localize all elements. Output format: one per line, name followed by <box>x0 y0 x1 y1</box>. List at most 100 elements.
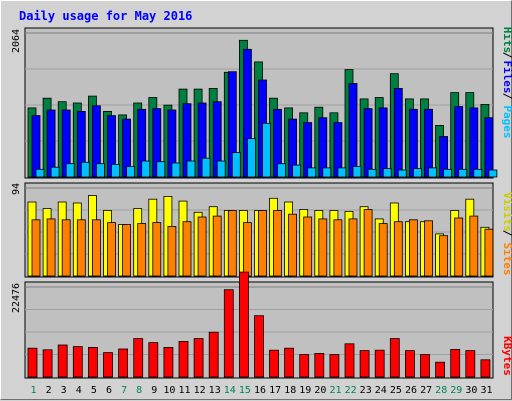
ymax-label-visits: 94 <box>11 183 22 195</box>
x-tick-label: 25 <box>390 385 402 396</box>
bar-sites-day-7 <box>122 224 131 277</box>
legend-sites: Sites <box>501 242 512 275</box>
bar-pages-day-23 <box>367 168 377 178</box>
bar-kbytes-day-24 <box>374 349 385 378</box>
bar-sites-day-8 <box>137 223 147 277</box>
bar-kbytes-day-14 <box>223 289 234 378</box>
bar-pages-day-6 <box>111 163 120 178</box>
bar-kbytes-day-26 <box>404 350 415 378</box>
bar-pages-day-27 <box>428 167 437 178</box>
legend-pages: Pages <box>501 105 512 138</box>
x-tick-label: 29 <box>450 385 462 396</box>
bar-kbytes-day-5 <box>88 346 98 378</box>
bar-pages-day-28 <box>443 168 453 178</box>
legend-kbytes: KBytes <box>501 336 512 376</box>
bar-kbytes-day-20 <box>314 352 325 378</box>
x-tick-label: 8 <box>136 385 142 396</box>
legend-files: Files <box>501 60 512 93</box>
bar-files-day-26 <box>408 108 418 178</box>
x-tick-label: 27 <box>420 385 432 396</box>
bar-sites-day-27 <box>424 220 433 277</box>
bar-sites-day-9 <box>152 222 162 277</box>
bar-pages-day-20 <box>322 167 332 178</box>
bar-kbytes-day-19 <box>299 354 310 378</box>
bar-files-day-25 <box>393 88 403 178</box>
bar-kbytes-day-28 <box>435 361 446 378</box>
bar-sites-day-24 <box>378 223 388 277</box>
bar-sites-day-22 <box>348 218 358 277</box>
x-tick-label: 3 <box>61 385 67 396</box>
bar-kbytes-day-30 <box>465 350 476 378</box>
x-tick-label: 16 <box>254 385 266 396</box>
bar-files-day-30 <box>469 107 479 178</box>
bar-files-day-29 <box>454 106 464 178</box>
x-tick-label: 21 <box>329 385 341 396</box>
x-tick-label: 24 <box>375 385 387 396</box>
legend-slash-3: / <box>501 230 512 237</box>
bar-sites-day-20 <box>318 218 328 277</box>
x-tick-label: 23 <box>360 385 372 396</box>
bar-sites-day-1 <box>31 219 41 277</box>
bar-pages-day-24 <box>382 168 392 178</box>
bar-files-day-23 <box>363 108 373 178</box>
bar-pages-day-1 <box>35 168 45 178</box>
x-tick-label: 1 <box>30 385 36 396</box>
x-tick-label: 15 <box>239 385 251 396</box>
bars <box>25 32 498 378</box>
bar-files-day-1 <box>31 115 41 178</box>
bar-sites-day-11 <box>182 221 192 277</box>
legend-visits: Visits <box>501 192 512 232</box>
bar-sites-day-31 <box>484 228 494 277</box>
bar-pages-day-5 <box>96 163 105 178</box>
bar-files-day-24 <box>378 107 388 178</box>
bar-kbytes-day-15 <box>238 271 249 378</box>
legend-hits-files-pages: Pages / Files / Hits <box>501 27 512 139</box>
bar-sites-day-14 <box>227 210 237 277</box>
bar-pages-day-10 <box>171 162 181 178</box>
bar-sites-day-23 <box>363 209 373 277</box>
bar-sites-day-4 <box>76 219 86 277</box>
bar-kbytes-day-23 <box>359 350 370 378</box>
bar-sites-day-12 <box>197 216 207 277</box>
bar-sites-day-30 <box>469 215 479 277</box>
bar-kbytes-day-17 <box>269 349 279 378</box>
bar-kbytes-day-6 <box>103 352 113 378</box>
x-tick-label: 2 <box>46 385 52 396</box>
bar-kbytes-day-12 <box>193 338 204 378</box>
x-tick-label: 12 <box>194 385 206 396</box>
x-tick-label: 4 <box>76 385 82 396</box>
x-tick-label: 6 <box>106 385 112 396</box>
chart-title: Daily usage for May 2016 <box>19 9 192 23</box>
bar-kbytes-day-9 <box>148 342 159 378</box>
bar-sites-day-2 <box>46 218 56 277</box>
bar-pages-day-2 <box>50 166 60 178</box>
x-tick-label: 14 <box>224 385 236 396</box>
legend-slash-1: / <box>501 93 512 100</box>
legend-slash-2: / <box>501 52 512 59</box>
bar-sites-day-16 <box>258 210 267 277</box>
bar-files-day-31 <box>484 117 494 178</box>
bar-pages-day-7 <box>126 166 135 178</box>
bar-sites-day-5 <box>92 219 101 277</box>
bar-sites-day-18 <box>288 213 298 277</box>
x-tick-label: 19 <box>299 385 311 396</box>
bar-files-day-27 <box>424 108 433 178</box>
bar-sites-day-28 <box>439 235 449 277</box>
x-tick-label: 10 <box>163 385 175 396</box>
x-tick-label: 30 <box>465 385 477 396</box>
bar-kbytes-day-25 <box>389 338 400 378</box>
bar-pages-day-11 <box>186 160 196 178</box>
bar-pages-day-17 <box>277 163 286 178</box>
bar-sites-day-13 <box>212 215 222 277</box>
legend-visits-sites: Sites / Visits <box>501 192 512 275</box>
bar-pages-day-31 <box>488 169 498 178</box>
x-tick-label: 17 <box>269 385 281 396</box>
bar-sites-day-10 <box>167 225 177 277</box>
bar-kbytes-day-10 <box>163 346 174 378</box>
bar-kbytes-day-7 <box>118 348 128 378</box>
bar-pages-day-18 <box>292 164 302 178</box>
bar-pages-day-3 <box>65 163 75 178</box>
bar-kbytes-day-22 <box>344 343 355 378</box>
bar-kbytes-day-13 <box>208 331 219 378</box>
